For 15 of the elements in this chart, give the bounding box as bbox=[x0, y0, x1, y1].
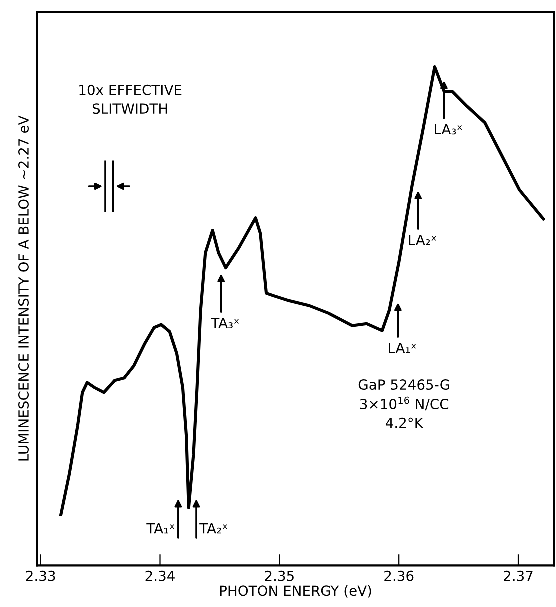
x-tick-label: 2.37 bbox=[504, 570, 533, 582]
annotation: LA₂ˣ bbox=[409, 235, 436, 246]
x-tick-label: 2.34 bbox=[146, 570, 175, 582]
annotation: 10x EFFECTIVE SLITWIDTH bbox=[80, 84, 182, 114]
annotation: LA₃ˣ bbox=[435, 124, 462, 135]
annotation: GaP 52465-G 3×10$^{16}$ N/CC 4.2°K bbox=[358, 380, 450, 428]
x-tick-label: 2.35 bbox=[265, 570, 294, 582]
x-tick-label: 2.33 bbox=[26, 570, 56, 582]
y-axis-title: LUMINESCENCE INTENSITY OF A BELOW ~2.27 eV bbox=[18, 116, 30, 461]
x-axis-title: PHOTON ENERGY (eV) bbox=[220, 585, 372, 598]
x-tick-label: 2.36 bbox=[384, 570, 414, 582]
annotation: TA₁ˣ bbox=[146, 523, 175, 534]
annotation: TA₂ˣ bbox=[200, 523, 228, 534]
annotation: TA₃ˣ bbox=[211, 318, 240, 328]
annotation: LA₁ˣ bbox=[389, 343, 416, 354]
